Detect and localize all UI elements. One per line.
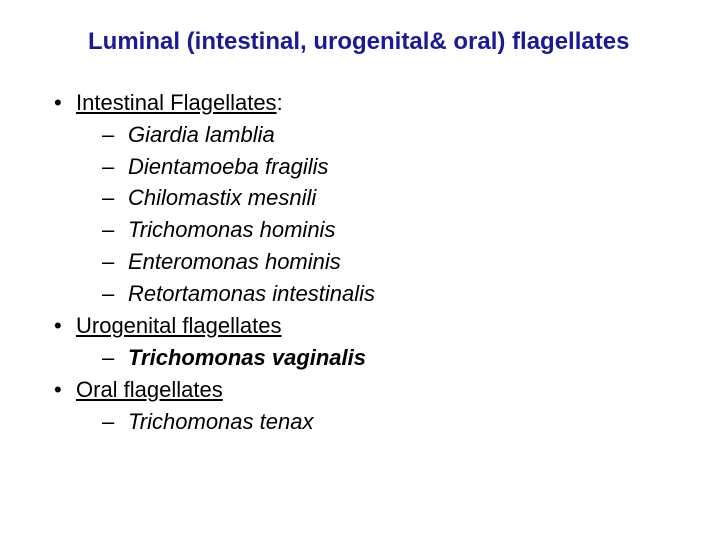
list-item: –Trichomonas vaginalis (128, 342, 680, 374)
list-item-text: Trichomonas vaginalis (128, 345, 366, 370)
list-item-text: Trichomonas tenax (128, 409, 313, 434)
section-heading: •Urogenital flagellates (76, 310, 680, 342)
list-item-text: Enteromonas hominis (128, 249, 341, 274)
bullet-dash-icon: – (102, 246, 114, 278)
section-heading: •Intestinal Flagellates: (76, 87, 680, 119)
list-item: –Trichomonas tenax (128, 406, 680, 438)
list-item: –Retortamonas intestinalis (128, 278, 680, 310)
list-item: –Trichomonas hominis (128, 214, 680, 246)
section-heading-text: Intestinal Flagellates (76, 90, 277, 115)
slide: Luminal (intestinal, urogenital& oral) f… (0, 0, 720, 540)
list-item-text: Trichomonas hominis (128, 217, 335, 242)
bullet-dash-icon: – (102, 406, 114, 438)
list-item: –Enteromonas hominis (128, 246, 680, 278)
bullet-dash-icon: – (102, 151, 114, 183)
list-item-text: Chilomastix mesnili (128, 185, 316, 210)
section-heading-text: Urogenital flagellates (76, 313, 281, 338)
list-item: –Chilomastix mesnili (128, 182, 680, 214)
section-heading-suffix: : (277, 90, 283, 115)
section-heading: •Oral flagellates (76, 374, 680, 406)
bullet-dot-icon: • (54, 87, 62, 119)
slide-body: •Intestinal Flagellates:–Giardia lamblia… (40, 87, 680, 438)
bullet-dash-icon: – (102, 278, 114, 310)
bullet-dash-icon: – (102, 182, 114, 214)
bullet-dot-icon: • (54, 310, 62, 342)
bullet-dash-icon: – (102, 214, 114, 246)
section-heading-text: Oral flagellates (76, 377, 223, 402)
list-item-text: Giardia lamblia (128, 122, 275, 147)
slide-title: Luminal (intestinal, urogenital& oral) f… (88, 28, 680, 57)
bullet-dash-icon: – (102, 342, 114, 374)
list-item-text: Retortamonas intestinalis (128, 281, 375, 306)
list-item-text: Dientamoeba fragilis (128, 154, 329, 179)
bullet-dot-icon: • (54, 374, 62, 406)
list-item: –Dientamoeba fragilis (128, 151, 680, 183)
bullet-dash-icon: – (102, 119, 114, 151)
list-item: –Giardia lamblia (128, 119, 680, 151)
